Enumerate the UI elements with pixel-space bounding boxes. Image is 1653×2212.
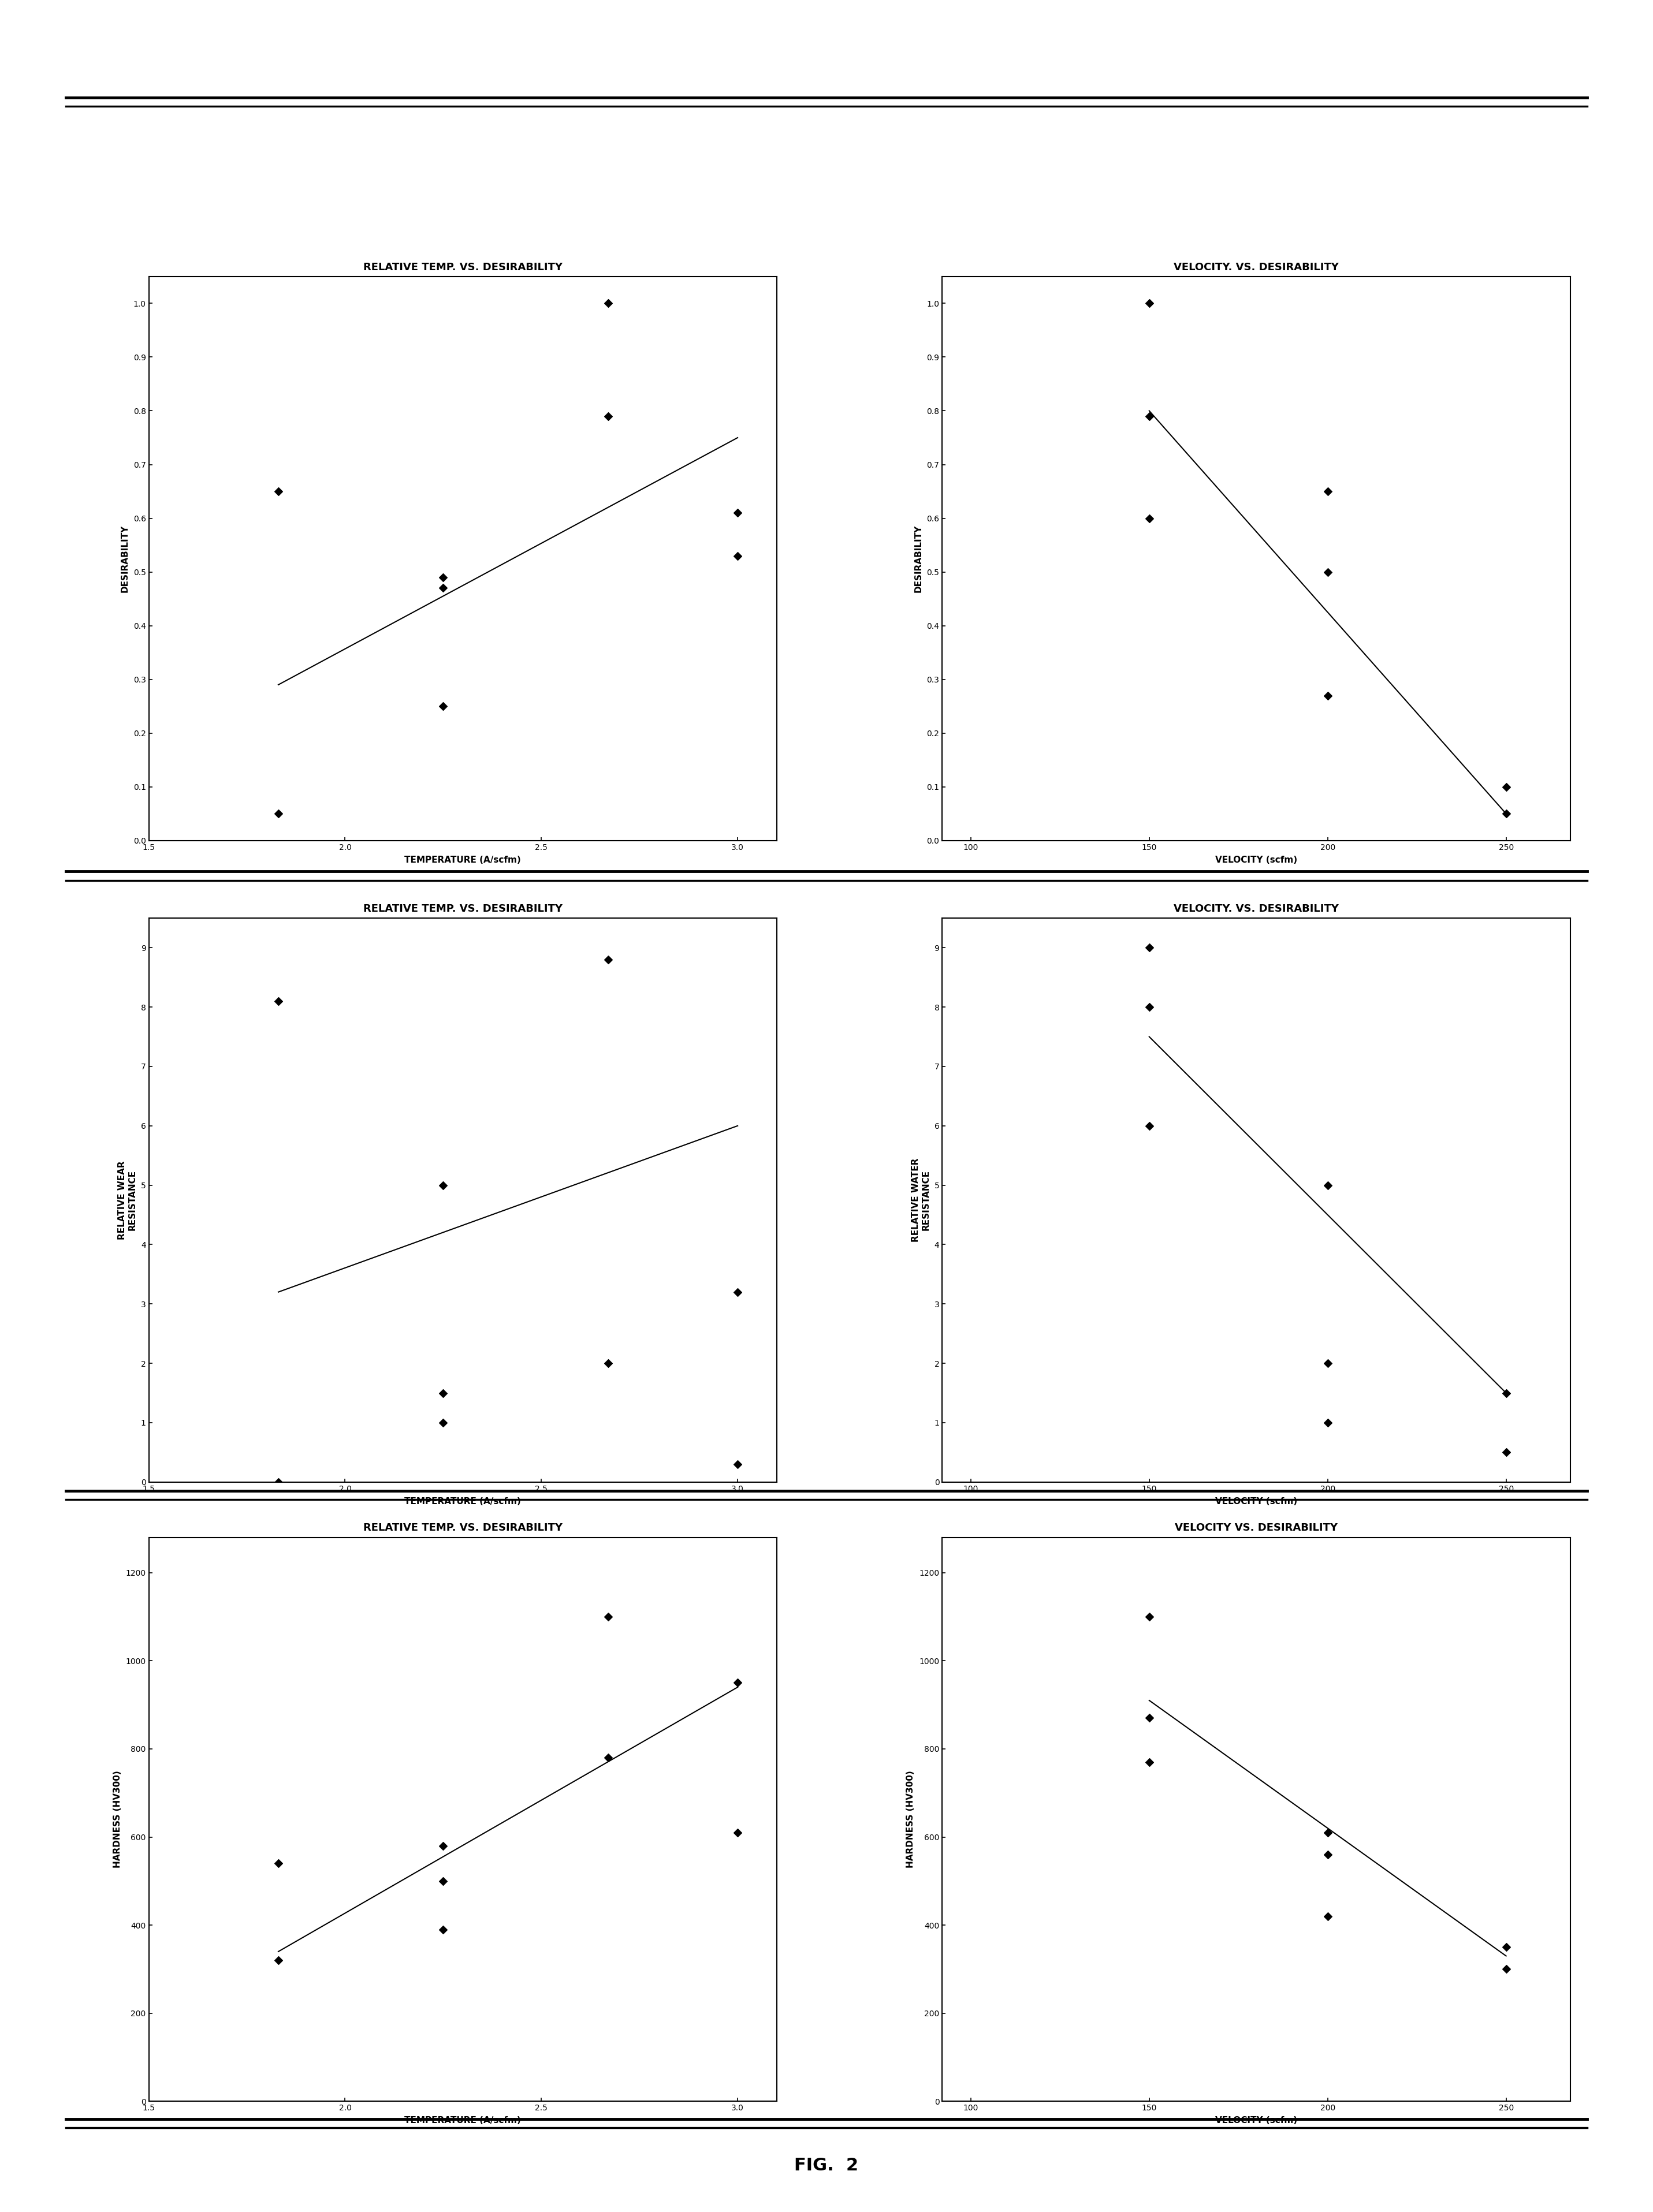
Point	[1136, 1599, 1162, 1635]
Point	[430, 1911, 456, 1947]
Point	[1314, 473, 1341, 509]
Point	[595, 285, 622, 321]
Point	[1136, 1701, 1162, 1736]
X-axis label: TEMPERATURE (A/scfm): TEMPERATURE (A/scfm)	[405, 1498, 521, 1506]
Point	[1493, 770, 1519, 805]
Point	[1314, 1405, 1341, 1440]
Y-axis label: DESIRABILITY: DESIRABILITY	[914, 524, 922, 593]
Point	[1493, 1376, 1519, 1411]
Point	[595, 1345, 622, 1380]
Point	[264, 984, 291, 1020]
Title: VELOCITY. VS. DESIRABILITY: VELOCITY. VS. DESIRABILITY	[1174, 261, 1339, 272]
Point	[430, 571, 456, 606]
Point	[1314, 1814, 1341, 1849]
Point	[430, 1168, 456, 1203]
Point	[1493, 1951, 1519, 1986]
Title: VELOCITY VS. DESIRABILITY: VELOCITY VS. DESIRABILITY	[1175, 1522, 1337, 1533]
X-axis label: TEMPERATURE (A/scfm): TEMPERATURE (A/scfm)	[405, 856, 521, 865]
Point	[264, 1464, 291, 1500]
X-axis label: TEMPERATURE (A/scfm): TEMPERATURE (A/scfm)	[405, 2117, 521, 2126]
Title: RELATIVE TEMP. VS. DESIRABILITY: RELATIVE TEMP. VS. DESIRABILITY	[364, 261, 562, 272]
Point	[724, 1274, 750, 1310]
Point	[724, 1447, 750, 1482]
Point	[595, 398, 622, 434]
X-axis label: VELOCITY (scfm): VELOCITY (scfm)	[1215, 2117, 1298, 2126]
Point	[264, 1845, 291, 1880]
Point	[1136, 285, 1162, 321]
Point	[1314, 677, 1341, 712]
Point	[430, 1405, 456, 1440]
Point	[430, 560, 456, 595]
Point	[1136, 1745, 1162, 1781]
Point	[1136, 500, 1162, 535]
Point	[1493, 1436, 1519, 1471]
X-axis label: VELOCITY (scfm): VELOCITY (scfm)	[1215, 856, 1298, 865]
Point	[724, 1814, 750, 1849]
Point	[595, 1741, 622, 1776]
Point	[1136, 929, 1162, 964]
X-axis label: VELOCITY (scfm): VELOCITY (scfm)	[1215, 1498, 1298, 1506]
Point	[1493, 796, 1519, 832]
Point	[264, 1942, 291, 1978]
Point	[1314, 1345, 1341, 1380]
Point	[264, 796, 291, 832]
Y-axis label: HARDNESS (HV300): HARDNESS (HV300)	[112, 1770, 122, 1869]
Point	[595, 942, 622, 978]
Point	[1314, 1836, 1341, 1871]
Point	[1136, 989, 1162, 1024]
Point	[430, 1863, 456, 1898]
Text: FIG.  2: FIG. 2	[795, 2157, 858, 2174]
Point	[430, 1376, 456, 1411]
Y-axis label: RELATIVE WATER
RESISTANCE: RELATIVE WATER RESISTANCE	[911, 1159, 931, 1241]
Point	[1136, 1108, 1162, 1144]
Point	[430, 688, 456, 723]
Point	[1136, 398, 1162, 434]
Point	[264, 473, 291, 509]
Point	[1314, 1168, 1341, 1203]
Point	[724, 538, 750, 573]
Point	[1493, 1929, 1519, 1964]
Title: VELOCITY. VS. DESIRABILITY: VELOCITY. VS. DESIRABILITY	[1174, 902, 1339, 914]
Y-axis label: RELATIVE WEAR
RESISTANCE: RELATIVE WEAR RESISTANCE	[117, 1161, 137, 1239]
Point	[724, 495, 750, 531]
Y-axis label: HARDNESS (HV300): HARDNESS (HV300)	[906, 1770, 916, 1869]
Y-axis label: DESIRABILITY: DESIRABILITY	[121, 524, 129, 593]
Point	[595, 1599, 622, 1635]
Point	[430, 1827, 456, 1863]
Point	[1314, 555, 1341, 591]
Point	[724, 1666, 750, 1701]
Title: RELATIVE TEMP. VS. DESIRABILITY: RELATIVE TEMP. VS. DESIRABILITY	[364, 1522, 562, 1533]
Title: RELATIVE TEMP. VS. DESIRABILITY: RELATIVE TEMP. VS. DESIRABILITY	[364, 902, 562, 914]
Point	[1314, 1898, 1341, 1933]
